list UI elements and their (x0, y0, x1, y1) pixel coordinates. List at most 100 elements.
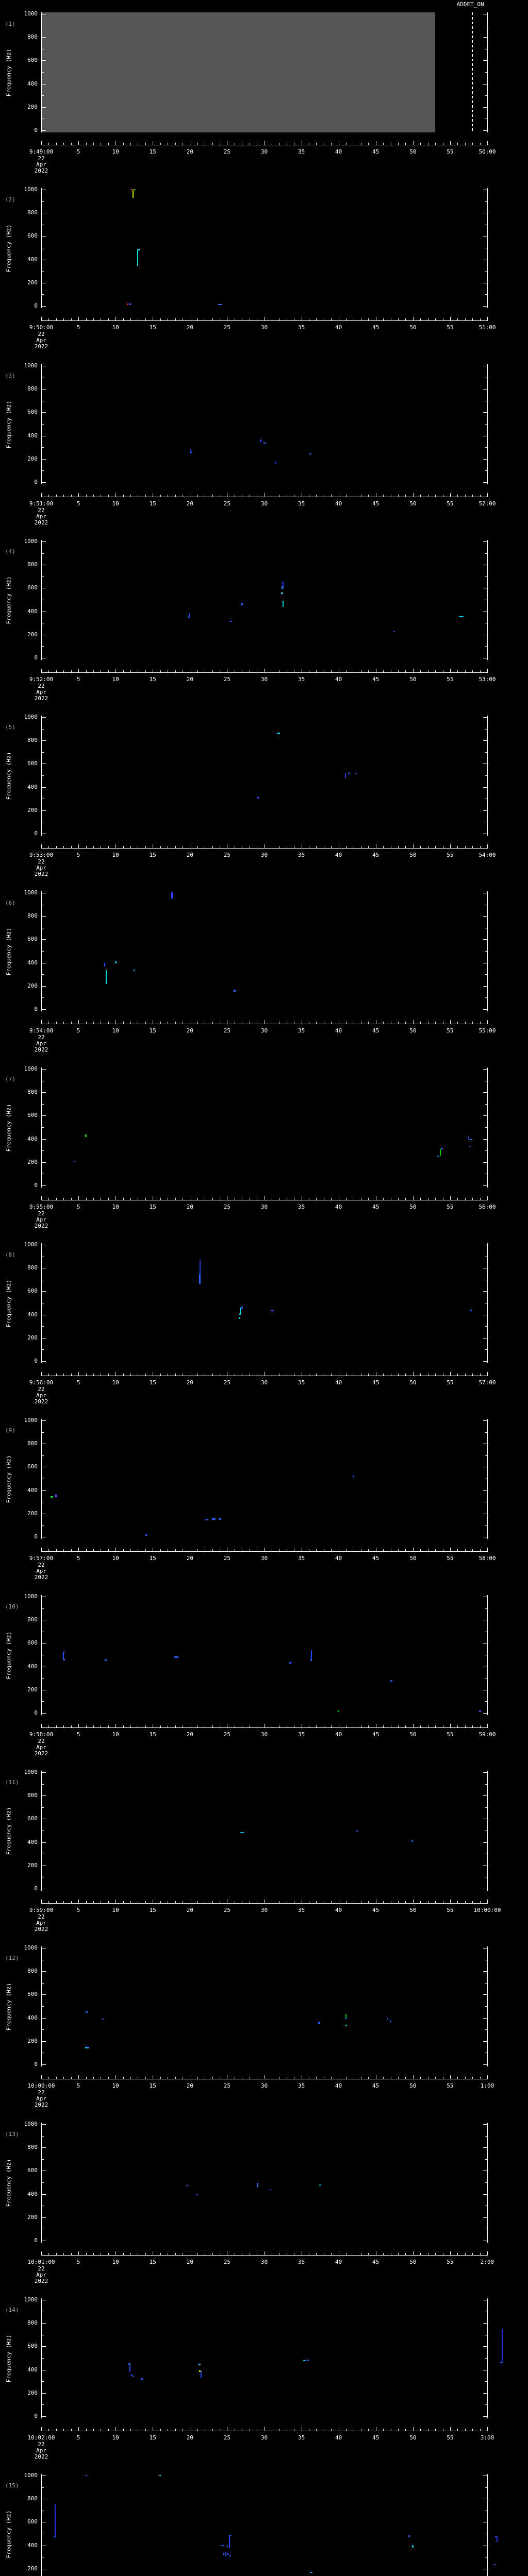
x-tick (197, 1725, 198, 1727)
x-tick (41, 1020, 42, 1024)
x-tick (130, 1549, 131, 1551)
x-tick (457, 2253, 458, 2255)
x-tick (78, 493, 79, 497)
x-tick (130, 1022, 131, 1024)
detection-mark (189, 452, 192, 453)
y-tick-label: 600 (27, 1639, 38, 1647)
x-tick (108, 2253, 109, 2255)
x-tick (130, 2253, 131, 2255)
detection-mark (387, 2018, 389, 2020)
x-axis-end-time-label: 59:00 (478, 1731, 496, 1738)
x-tick (472, 1198, 473, 1200)
x-tick (71, 318, 72, 320)
detection-mark (130, 2375, 133, 2376)
x-tick-label: 40 (335, 676, 342, 683)
y-tick (483, 787, 487, 788)
y-tick (42, 130, 46, 131)
y-tick (485, 1807, 487, 1808)
x-axis-date-line: 2022 (34, 1750, 48, 1757)
y-tick-label: 600 (27, 936, 38, 943)
x-tick (412, 669, 414, 672)
x-tick-label: 40 (335, 1204, 342, 1210)
y-tick (42, 1842, 46, 1843)
x-tick (56, 2253, 57, 2255)
y-axis-title: Frequency (Hz) (5, 48, 12, 97)
x-tick (457, 1022, 458, 1024)
x-tick (435, 1549, 436, 1551)
y-tick (485, 997, 487, 998)
y-tick-label: 1000 (24, 10, 38, 17)
panel-number: (9) (5, 1427, 15, 1434)
x-tick (465, 1022, 466, 1024)
y-tick (485, 1104, 487, 1105)
x-tick-label: 30 (260, 1907, 268, 1913)
detection-mark (356, 1831, 358, 1832)
panel-number: (14) (5, 2307, 19, 2313)
detection-mark (411, 1840, 413, 1842)
y-tick (42, 2358, 44, 2359)
y-axis-right (487, 2474, 488, 2576)
x-tick-label: 15 (149, 2259, 156, 2265)
x-tick-label: 10 (112, 500, 119, 507)
x-tick (48, 670, 50, 672)
x-tick (48, 846, 50, 848)
y-axis-title: Frequency (Hz) (5, 576, 12, 624)
x-tick (412, 2251, 414, 2255)
x-tick-label: 30 (260, 676, 268, 683)
x-tick (405, 1022, 406, 1024)
x-tick-label: 15 (149, 852, 156, 858)
y-tick-label: 800 (27, 1968, 38, 1975)
x-tick (212, 318, 213, 320)
y-axis-right (487, 716, 488, 836)
x-tick (123, 318, 124, 320)
panel-number: (3) (5, 372, 15, 379)
y-tick (42, 1291, 46, 1292)
y-tick (485, 1150, 487, 1151)
x-tick (487, 1900, 488, 1903)
y-axis-right (487, 188, 488, 308)
y-tick-label: 0 (34, 654, 38, 661)
x-tick (63, 1198, 64, 1200)
y-tick (485, 2487, 487, 2488)
y-axis-left (41, 2474, 42, 2576)
y-tick (42, 1349, 44, 1350)
x-axis-end-time-label: 55:00 (478, 1027, 496, 1034)
x-tick (383, 1725, 384, 1727)
y-tick (485, 1784, 487, 1785)
x-tick (63, 1022, 64, 1024)
x-tick (457, 318, 458, 320)
y-tick-label: 1000 (24, 1241, 38, 1248)
x-tick (331, 1374, 332, 1376)
y-tick (42, 1185, 46, 1186)
x-tick-label: 45 (372, 324, 380, 331)
x-tick (212, 143, 213, 145)
x-tick-label: 25 (223, 500, 231, 507)
detection-mark (459, 616, 464, 618)
y-axis-left (41, 1771, 42, 1891)
x-tick (472, 318, 473, 320)
x-tick (398, 670, 399, 672)
x-tick-label: 25 (223, 1027, 231, 1034)
x-tick (93, 1022, 94, 1024)
x-tick (450, 2075, 451, 2079)
x-tick-label: 10 (112, 1907, 119, 1913)
x-tick-label: 30 (260, 852, 268, 858)
y-tick-label: 1000 (24, 1944, 38, 1951)
x-axis-date-line: Apr (36, 161, 46, 168)
detection-mark (229, 620, 232, 622)
x-tick (412, 317, 414, 320)
x-tick (108, 670, 109, 672)
y-tick (485, 294, 487, 295)
spectrogram-data-region (41, 12, 436, 132)
x-tick (108, 846, 109, 848)
x-tick (457, 2077, 458, 2079)
detection-mark (263, 442, 267, 444)
x-axis-date-line: Apr (36, 1040, 46, 1047)
detection-mark (102, 2018, 104, 2020)
x-tick (405, 318, 406, 320)
x-axis-date-line: Apr (36, 1216, 46, 1223)
x-tick (93, 2253, 94, 2255)
y-tick-label: 0 (34, 2237, 38, 2244)
x-tick (108, 1725, 109, 1727)
y-tick (42, 1326, 44, 1327)
